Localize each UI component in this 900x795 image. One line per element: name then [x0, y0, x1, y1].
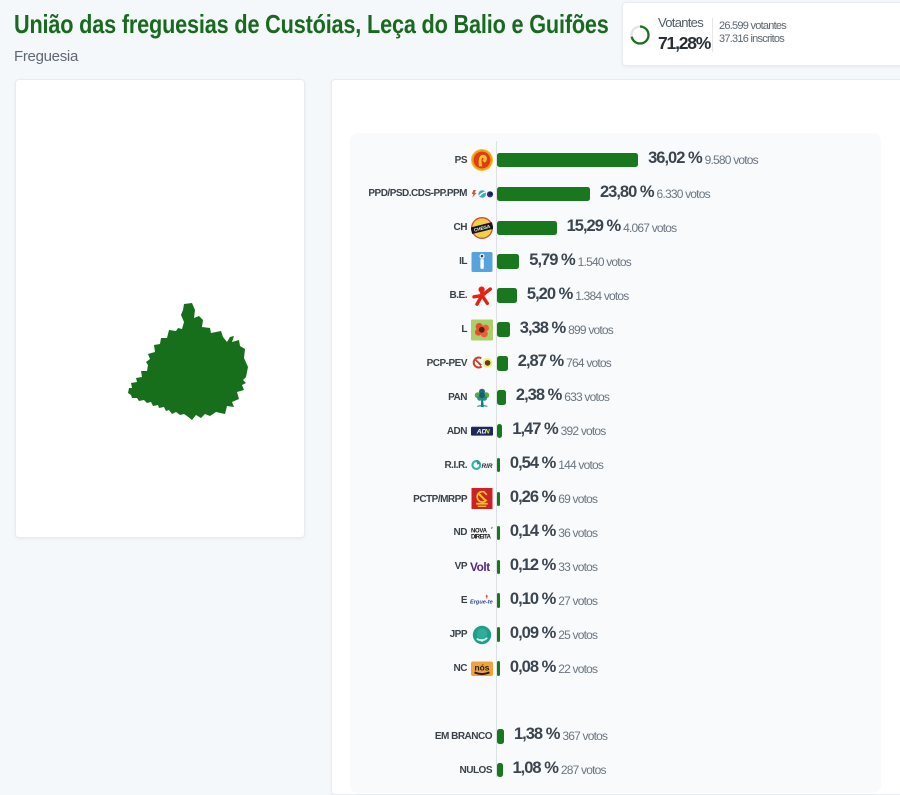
svg-text:NOVA: NOVA	[471, 528, 488, 534]
svg-text:AD: AD	[476, 429, 487, 436]
svg-text:Ergue-te: Ergue-te	[470, 599, 493, 605]
svg-text:DIREITA: DIREITA	[471, 534, 492, 540]
svg-text:N: N	[485, 429, 490, 436]
svg-text:nós: nós	[475, 662, 490, 672]
svg-text:RIR: RIR	[482, 463, 493, 470]
svg-text:CHEGA: CHEGA	[473, 223, 491, 232]
svg-text:Volt: Volt	[470, 560, 490, 574]
